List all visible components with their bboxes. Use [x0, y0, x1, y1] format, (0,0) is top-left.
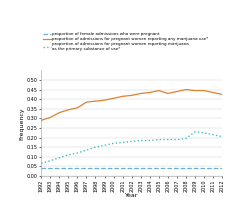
Y-axis label: Frequency: Frequency	[19, 107, 24, 139]
X-axis label: Year: Year	[125, 193, 138, 198]
Legend: proportion of female admissions who were pregnant, proportion of admissions for : proportion of female admissions who were…	[43, 32, 208, 51]
